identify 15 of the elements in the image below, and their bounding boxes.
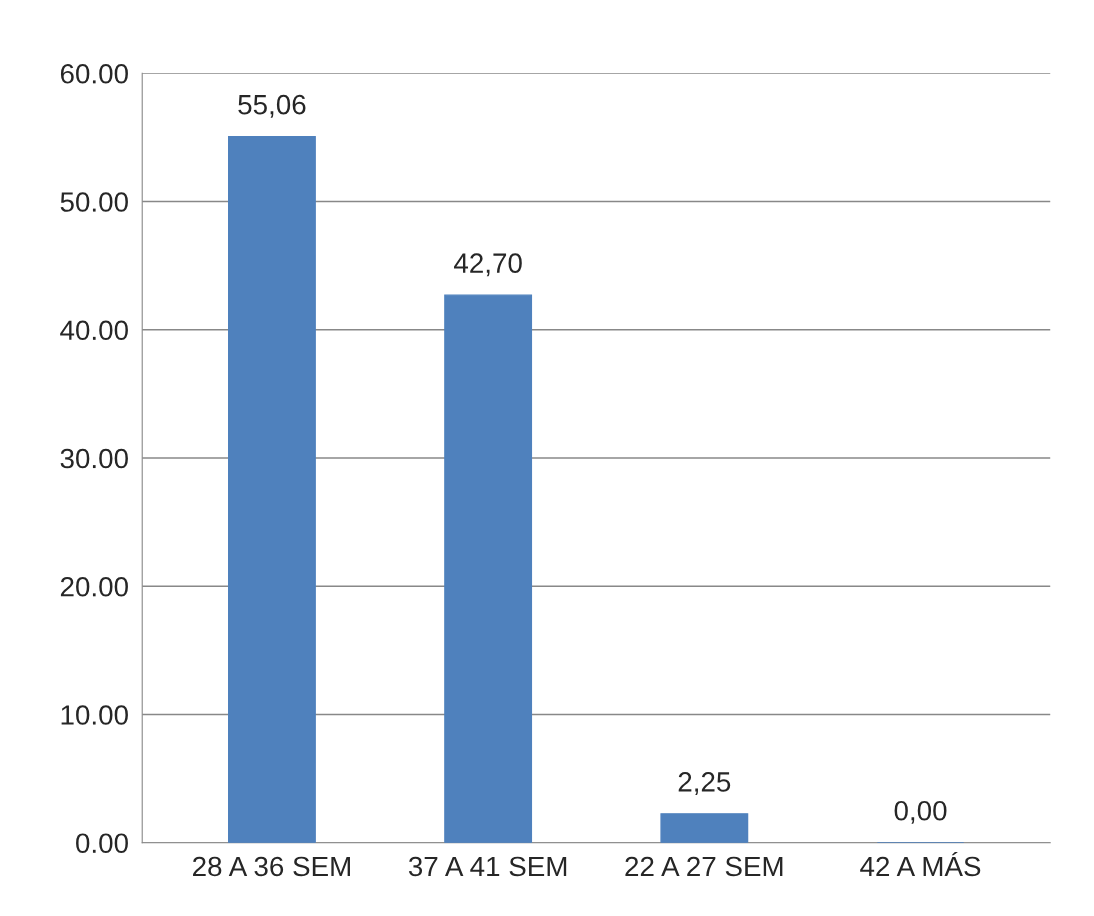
x-tick-label: 28 A 36 SEM	[193, 856, 350, 877]
x-tick-label: 22 A 27 SEM	[625, 856, 783, 877]
y-tick-label: 0.00	[76, 833, 128, 854]
data-label: 55,06	[238, 94, 306, 118]
y-tick-label: 20.00	[60, 576, 128, 597]
y-tick-label: 60.00	[60, 63, 128, 84]
x-tick-label: 42 A MÁS	[860, 851, 981, 877]
data-label: 0,00	[894, 800, 947, 824]
data-label: 2,25	[678, 772, 731, 795]
y-tick-label: 50.00	[60, 192, 128, 212]
x-tick-label: 37 A 41 SEM	[408, 856, 567, 877]
y-tick-label: 10.00	[61, 705, 128, 725]
y-tick-label: 30.00	[60, 448, 128, 469]
data-label: 42,70	[454, 253, 522, 277]
y-tick-label: 40.00	[60, 320, 128, 341]
